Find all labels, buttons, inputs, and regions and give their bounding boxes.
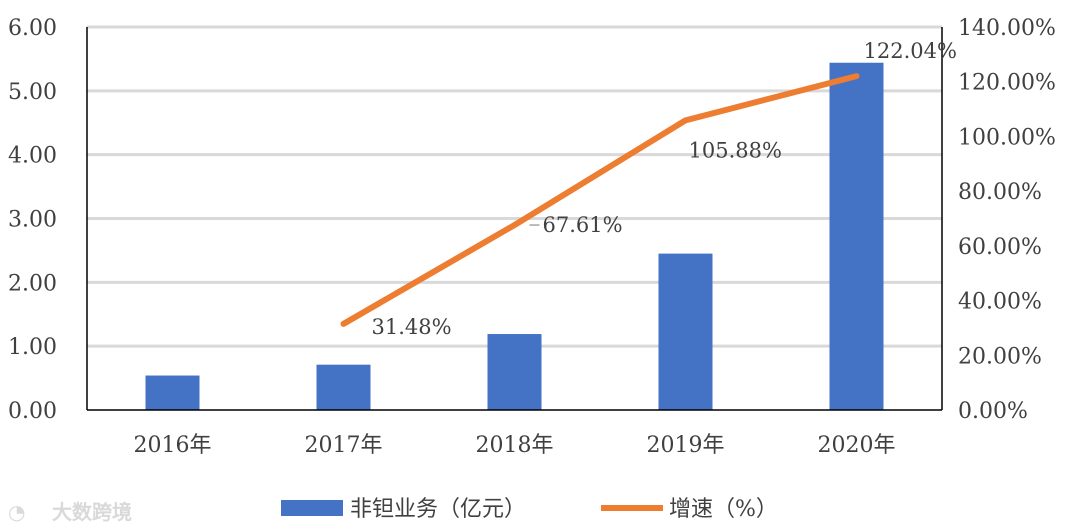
legend-swatch-bar <box>281 500 343 516</box>
right-tick-label: 60.00% <box>958 235 1042 260</box>
x-tick-label: 2020年 <box>818 433 896 458</box>
watermark-logo-icon: ◔ <box>8 500 25 524</box>
line-series <box>340 73 860 327</box>
bar <box>316 364 371 410</box>
right-tick-label: 140.00% <box>958 16 1056 41</box>
x-tick-label: 2019年 <box>647 433 725 458</box>
right-tick-label: 120.00% <box>958 71 1056 96</box>
bar <box>487 334 542 410</box>
right-tick-label: 0.00% <box>958 399 1028 424</box>
data-labels: 31.48% 67.61% 105.88% 122.04% <box>372 39 957 339</box>
legend: 非钽业务（亿元） 增速（%） <box>281 497 778 522</box>
right-axis-ticks: 0.00% 20.00% 40.00% 60.00% 80.00% 100.00% 120.… <box>958 16 1056 424</box>
left-tick-label: 2.00 <box>8 271 57 296</box>
x-tick-label: 2017年 <box>305 433 383 458</box>
right-tick-label: 100.00% <box>958 125 1056 150</box>
axes <box>86 27 943 411</box>
data-label: 105.88% <box>689 138 782 162</box>
x-axis-ticks: 2016年 2017年 2018年 2019年 2020年 <box>134 433 896 458</box>
bar-series <box>145 62 884 410</box>
bar <box>658 253 713 410</box>
legend-label-bar: 非钽业务（亿元） <box>350 497 526 522</box>
x-tick-label: 2018年 <box>476 433 554 458</box>
left-tick-label: 5.00 <box>8 80 57 105</box>
x-tick-label: 2016年 <box>134 433 212 458</box>
watermark-text: 大数跨境 <box>52 500 132 524</box>
right-tick-label: 20.00% <box>958 344 1042 369</box>
left-tick-label: 3.00 <box>8 208 57 233</box>
left-axis-ticks: 0.00 1.00 2.00 3.00 4.00 5.00 6.00 <box>8 16 57 424</box>
data-label: 31.48% <box>372 315 452 339</box>
left-tick-label: 6.00 <box>8 16 57 41</box>
legend-label-line: 增速（%） <box>669 497 778 522</box>
left-tick-label: 0.00 <box>8 399 57 424</box>
left-tick-label: 1.00 <box>8 335 57 360</box>
gridlines <box>87 25 942 348</box>
watermark: ◔ 大数跨境 <box>8 500 132 524</box>
left-tick-label: 4.00 <box>8 144 57 169</box>
data-label: 122.04% <box>864 39 957 63</box>
right-tick-label: 80.00% <box>958 180 1042 205</box>
bar <box>829 62 884 410</box>
right-tick-label: 40.00% <box>958 290 1042 315</box>
growth-line <box>340 73 860 327</box>
bar <box>145 375 200 410</box>
data-label: 67.61% <box>543 213 623 237</box>
